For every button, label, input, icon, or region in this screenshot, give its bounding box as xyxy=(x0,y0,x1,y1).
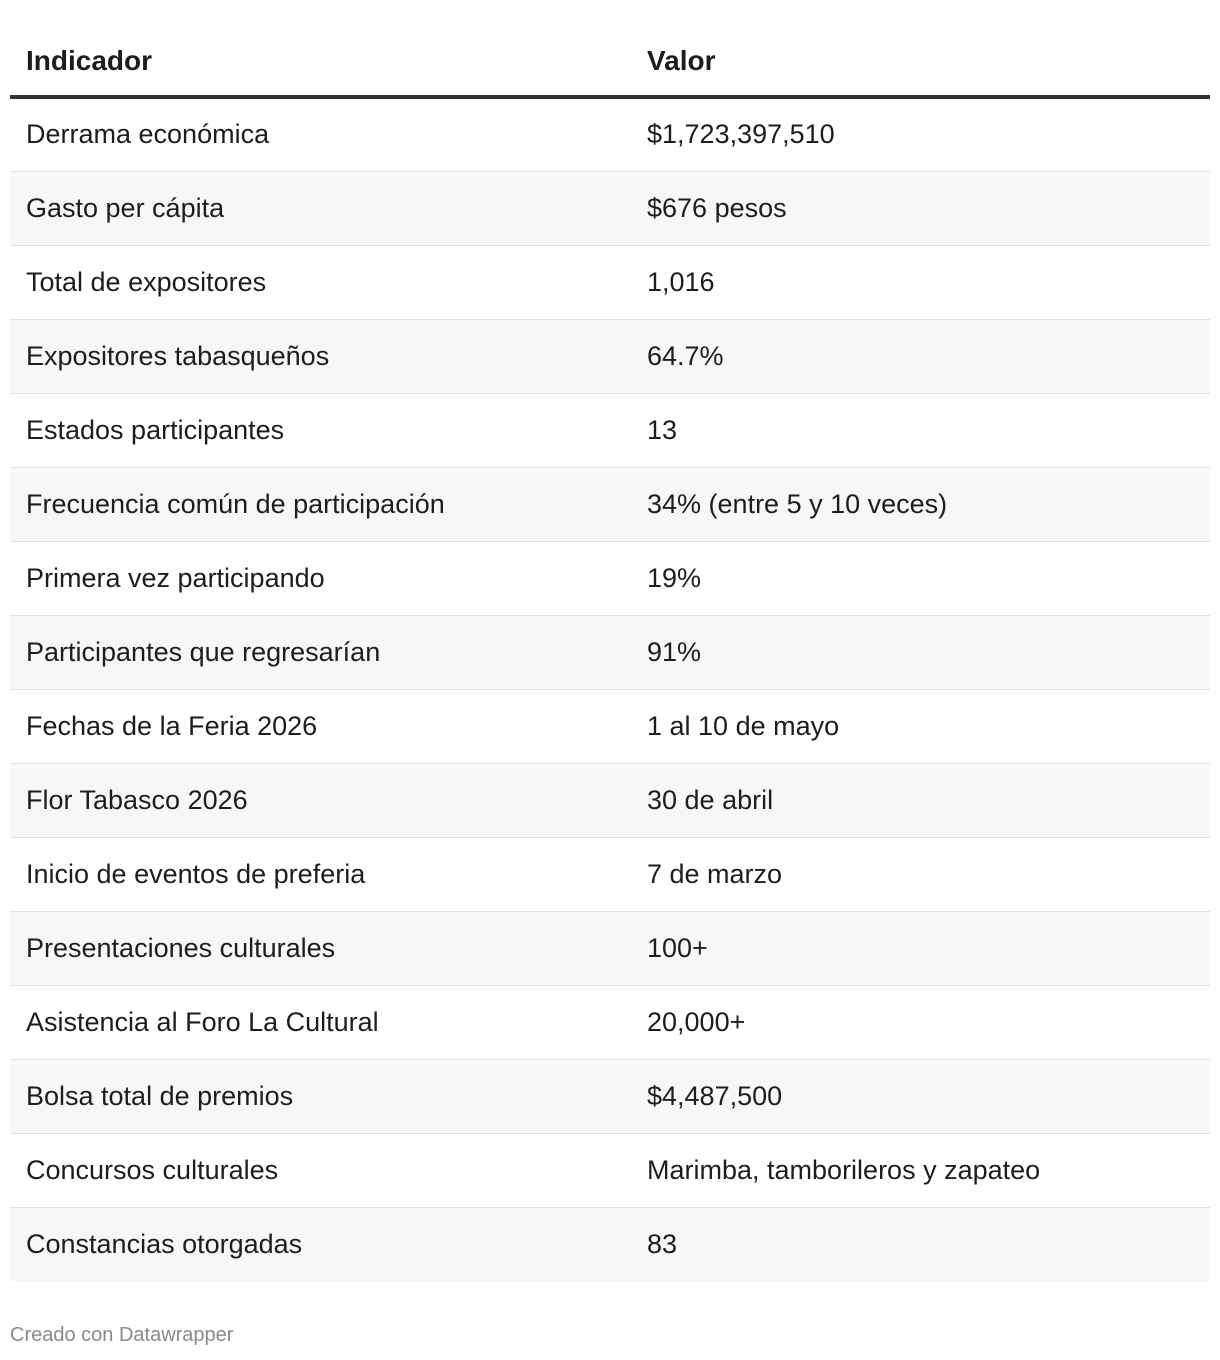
cell-valor: 83 xyxy=(631,1207,1210,1281)
cell-indicador: Constancias otorgadas xyxy=(10,1207,631,1281)
cell-indicador: Inicio de eventos de preferia xyxy=(10,837,631,912)
cell-indicador: Total de expositores xyxy=(10,245,631,320)
cell-indicador: Concursos culturales xyxy=(10,1133,631,1208)
table-row: Fechas de la Feria 2026 1 al 10 de mayo xyxy=(10,689,1210,764)
cell-valor: 20,000+ xyxy=(631,985,1210,1060)
cell-indicador: Flor Tabasco 2026 xyxy=(10,763,631,838)
cell-indicador: Fechas de la Feria 2026 xyxy=(10,689,631,764)
cell-indicador: Asistencia al Foro La Cultural xyxy=(10,985,631,1060)
cell-valor: 19% xyxy=(631,541,1210,616)
table-row: Frecuencia común de participación 34% (en… xyxy=(10,467,1210,542)
header-row: Indicador Valor xyxy=(10,0,1210,99)
table-body: Derrama económica $1,723,397,510 Gasto per… xyxy=(10,97,1210,1281)
cell-valor: 1 al 10 de mayo xyxy=(631,689,1210,764)
cell-valor: Marimba, tamborileros y zapateo xyxy=(631,1133,1210,1208)
cell-indicador: Expositores tabasqueños xyxy=(10,319,631,394)
column-header-indicador[interactable]: Indicador xyxy=(10,0,631,99)
table-row: Bolsa total de premios $4,487,500 xyxy=(10,1059,1210,1134)
cell-valor: 1,016 xyxy=(631,245,1210,320)
cell-indicador: Gasto per cápita xyxy=(10,171,631,246)
cell-valor: 91% xyxy=(631,615,1210,690)
table-row: Expositores tabasqueños 64.7% xyxy=(10,319,1210,394)
cell-indicador: Estados participantes xyxy=(10,393,631,468)
cell-valor: 64.7% xyxy=(631,319,1210,394)
cell-indicador: Derrama económica xyxy=(10,97,631,172)
table-row: Flor Tabasco 2026 30 de abril xyxy=(10,763,1210,838)
table-header: Indicador Valor xyxy=(10,0,1210,99)
cell-indicador: Bolsa total de premios xyxy=(10,1059,631,1134)
cell-indicador: Participantes que regresarían xyxy=(10,615,631,690)
table-row: Primera vez participando 19% xyxy=(10,541,1210,616)
table-row: Participantes que regresarían 91% xyxy=(10,615,1210,690)
table-row: Concursos culturales Marimba, tamborilero… xyxy=(10,1133,1210,1208)
cell-valor: 30 de abril xyxy=(631,763,1210,838)
table-row: Derrama económica $1,723,397,510 xyxy=(10,97,1210,172)
table-row: Inicio de eventos de preferia 7 de marzo xyxy=(10,837,1210,912)
table-row: Presentaciones culturales 100+ xyxy=(10,911,1210,986)
table-row: Constancias otorgadas 83 xyxy=(10,1207,1210,1281)
cell-valor: $4,487,500 xyxy=(631,1059,1210,1134)
cell-valor: 13 xyxy=(631,393,1210,468)
cell-valor: 34% (entre 5 y 10 veces) xyxy=(631,467,1210,542)
table-row: Estados participantes 13 xyxy=(10,393,1210,468)
cell-valor: $1,723,397,510 xyxy=(631,97,1210,172)
data-table: Indicador Valor Derrama económica $1,723,… xyxy=(10,0,1210,1281)
cell-valor: $676 pesos xyxy=(631,171,1210,246)
column-header-valor[interactable]: Valor xyxy=(631,0,1210,99)
cell-indicador: Presentaciones culturales xyxy=(10,911,631,986)
table-row: Gasto per cápita $676 pesos xyxy=(10,171,1210,246)
table-row: Asistencia al Foro La Cultural 20,000+ xyxy=(10,985,1210,1060)
table-row: Total de expositores 1,016 xyxy=(10,245,1210,320)
footer-credit: Creado con Datawrapper xyxy=(10,1324,234,1346)
cell-valor: 7 de marzo xyxy=(631,837,1210,912)
cell-indicador: Frecuencia común de participación xyxy=(10,467,631,542)
cell-valor: 100+ xyxy=(631,911,1210,986)
cell-indicador: Primera vez participando xyxy=(10,541,631,616)
data-table-container: Indicador Valor Derrama económica $1,723,… xyxy=(10,0,1210,1281)
